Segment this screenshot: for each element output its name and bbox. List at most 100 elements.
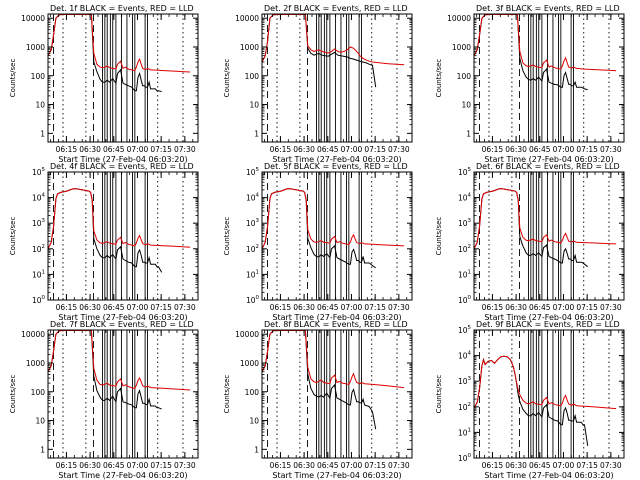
y-tick-label: 1000 [240,359,259,368]
plot-frame [261,329,413,459]
panel-det-4: Det. 4f BLACK = Events, RED = LLD1001011… [9,162,199,322]
panel-det-9: Det. 9f BLACK = Events, RED = LLD1001011… [435,320,625,480]
panel-det-6: Det. 6f BLACK = Events, RED = LLD1001011… [435,162,625,322]
panel-title: Det. 1f BLACK = Events, RED = LLD [50,4,194,13]
y-tick-label: 100 [458,295,472,305]
y-tick-base: 10 [246,296,256,305]
x-tick-label: 06:30 [505,145,527,154]
y-tick-base: 10 [458,194,468,203]
y-tick-exponent: 5 [42,167,46,173]
y-tick-exponent: 5 [256,167,260,173]
y-tick-exponent: 1 [468,269,472,275]
x-tick-label: 07:15 [576,461,598,470]
x-tick-label: 06:30 [79,461,101,470]
panel-title: Det. 2f BLACK = Events, RED = LLD [264,4,408,13]
y-tick-base: 10 [458,352,468,361]
y-tick-label: 103 [458,218,472,228]
panel-title: Det. 8f BLACK = Events, RED = LLD [264,320,408,329]
y-tick-label: 10000 [235,330,259,339]
y-tick-exponent: 3 [42,218,46,224]
y-tick-label: 104 [458,351,472,361]
x-tick-label: 06:15 [270,461,292,470]
y-tick-exponent: 3 [468,376,472,382]
x-tick-label: 06:30 [293,145,315,154]
y-axis-label: Counts/sec [435,59,443,98]
y-tick-label: 10000 [447,14,471,23]
x-axis-label: Start Time (27-Feb-04 06:03:20) [58,155,187,164]
y-tick-label: 103 [246,218,260,228]
y-tick-label: 101 [458,269,471,279]
y-tick-base: 10 [32,296,42,305]
y-tick-base: 10 [458,245,468,254]
y-tick-label: 100 [245,388,260,397]
y-tick-label: 100 [246,295,260,305]
y-tick-label: 100 [32,295,46,305]
y-tick-exponent: 5 [468,167,472,173]
y-tick-label: 1 [40,445,45,454]
y-tick-base: 10 [458,403,468,412]
x-tick-label: 07:30 [388,303,410,312]
y-tick-label: 1 [40,129,45,138]
y-tick-label: 1 [254,129,259,138]
y-tick-exponent: 2 [256,244,260,250]
y-tick-label: 10 [461,101,471,110]
y-tick-exponent: 0 [468,453,472,459]
y-tick-label: 10 [249,417,259,426]
x-tick-label: 06:45 [103,461,125,470]
y-tick-exponent: 2 [42,244,46,250]
plot-frame [473,13,625,143]
series-lld-line [47,14,191,73]
y-tick-label: 105 [458,325,472,335]
x-tick-label: 07:30 [600,303,622,312]
x-tick-label: 07:30 [174,145,196,154]
x-tick-label: 07:30 [174,303,196,312]
y-tick-exponent: 1 [468,427,472,433]
y-tick-base: 10 [458,219,468,228]
x-tick-label: 06:45 [317,145,339,154]
y-tick-base: 10 [32,168,42,177]
series-lld-line [261,188,405,250]
y-tick-label: 1 [466,129,471,138]
x-tick-label: 06:45 [317,303,339,312]
x-tick-label: 06:30 [79,303,101,312]
x-axis-label: Start Time (27-Feb-04 06:03:20) [484,471,613,480]
x-tick-label: 07:30 [600,145,622,154]
y-tick-label: 104 [32,193,46,203]
x-tick-label: 06:30 [505,303,527,312]
x-tick-label: 06:45 [529,303,551,312]
x-tick-label: 06:30 [79,145,101,154]
series-lld-line [47,330,191,391]
x-tick-label: 07:00 [341,303,363,312]
y-tick-base: 10 [458,270,468,279]
y-tick-base: 10 [458,377,468,386]
x-tick-label: 07:00 [127,145,149,154]
x-tick-label: 06:15 [482,145,504,154]
y-tick-base: 10 [458,296,468,305]
y-tick-exponent: 1 [42,269,46,275]
plot-frame [47,329,199,459]
x-tick-label: 06:45 [317,461,339,470]
x-tick-label: 07:15 [364,145,386,154]
y-tick-label: 1 [254,445,259,454]
x-tick-label: 07:00 [341,461,363,470]
y-tick-label: 10 [35,417,45,426]
x-axis-label: Start Time (27-Feb-04 06:03:20) [58,471,187,480]
x-tick-label: 06:15 [56,461,78,470]
y-tick-base: 10 [458,454,468,463]
x-axis-label: Start Time (27-Feb-04 06:03:20) [272,313,401,322]
y-tick-label: 10000 [21,330,45,339]
y-tick-exponent: 3 [256,218,260,224]
y-tick-exponent: 4 [468,351,472,357]
y-axis-label: Counts/sec [223,59,231,98]
x-tick-label: 07:15 [150,461,172,470]
y-tick-label: 100 [245,72,260,81]
x-tick-label: 06:15 [482,461,504,470]
x-tick-label: 06:15 [56,303,78,312]
x-tick-label: 07:15 [364,461,386,470]
x-tick-label: 07:30 [388,461,410,470]
x-tick-label: 07:15 [576,303,598,312]
y-tick-label: 1000 [452,43,471,52]
y-tick-label: 104 [246,193,260,203]
x-tick-label: 06:45 [529,461,551,470]
y-tick-base: 10 [246,168,256,177]
